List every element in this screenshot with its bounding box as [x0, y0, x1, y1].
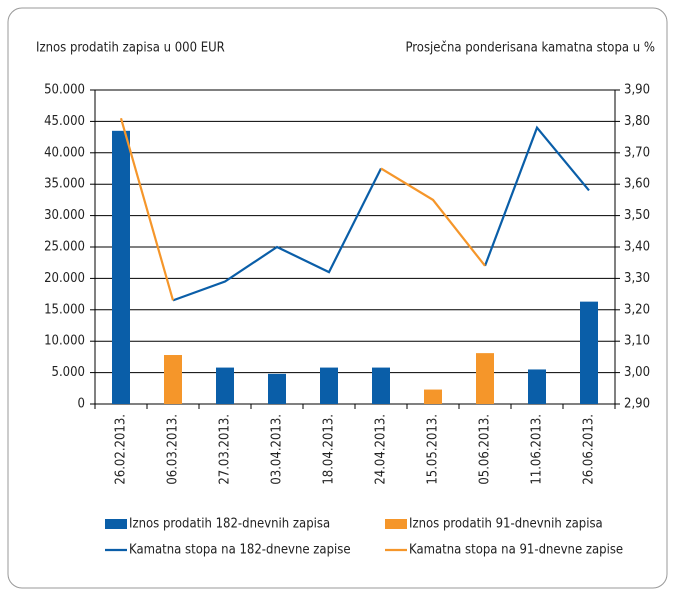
- y-tick-label: 10.000: [44, 334, 85, 349]
- legend-label: Iznos prodatih 91-dnevnih zapisa: [409, 517, 603, 532]
- x-tick-label: 24.04.2013.: [374, 414, 389, 485]
- x-tick-label: 18.04.2013.: [322, 414, 337, 485]
- y-tick-label: 50.000: [44, 83, 85, 98]
- y-axis-label: Iznos prodatih zapisa u 000 EUR: [36, 41, 225, 56]
- legend-label: Kamatna stopa na 91-dnevne zapise: [409, 543, 623, 558]
- y-tick-label: 20.000: [44, 271, 85, 286]
- bar: [112, 130, 130, 404]
- legend-label: Iznos prodatih 182-dnevnih zapisa: [129, 517, 330, 532]
- y2-tick-label: 3,80: [624, 114, 650, 129]
- bar: [216, 367, 234, 404]
- bar: [268, 373, 286, 404]
- y2-tick-label: 3,20: [624, 302, 650, 317]
- bar: [424, 389, 442, 404]
- x-tick-label: 06.03.2013.: [166, 414, 181, 485]
- x-tick-label: 11.06.2013.: [530, 414, 545, 485]
- y-tick-label: 5.000: [52, 365, 85, 380]
- y2-tick-label: 3,50: [624, 208, 650, 223]
- y2-tick-label: 3,00: [624, 365, 650, 380]
- x-tick-label: 26.06.2013.: [582, 414, 597, 485]
- bar: [476, 353, 494, 404]
- legend-swatch: [105, 519, 127, 529]
- bar: [372, 367, 390, 404]
- bar: [528, 369, 546, 404]
- bar: [164, 355, 182, 404]
- line: [172, 125, 590, 302]
- y2-tick-label: 3,60: [624, 177, 650, 192]
- bar: [320, 367, 338, 404]
- y2-tick-label: 3,90: [624, 83, 650, 98]
- x-tick-label: 15.05.2013.: [426, 414, 441, 485]
- y2-tick-label: 3,30: [624, 271, 650, 286]
- line: [119, 117, 486, 301]
- y2-tick-label: 3,40: [624, 240, 650, 255]
- y-tick-label: 25.000: [44, 240, 85, 255]
- frame: [7, 7, 668, 589]
- legend-label: Kamatna stopa na 182-dnevne zapise: [129, 543, 351, 558]
- y2-tick-label: 3,70: [624, 145, 650, 160]
- y-tick-label: 35.000: [44, 177, 85, 192]
- y2-axis-label: Prosječna ponderisana kamatna stopa u %: [405, 41, 655, 56]
- y2-tick-label: 3,10: [624, 334, 650, 349]
- y-tick-label: 45.000: [44, 114, 85, 129]
- y-tick-label: 40.000: [44, 145, 85, 160]
- x-tick-label: 27.03.2013.: [218, 414, 233, 485]
- x-tick-label: 26.02.2013.: [114, 414, 129, 485]
- x-tick-label: 05.06.2013.: [478, 414, 493, 485]
- y-tick-label: 15.000: [44, 302, 85, 317]
- y-tick-label: 0: [78, 397, 85, 412]
- x-tick-label: 03.04.2013.: [270, 414, 285, 485]
- bar: [580, 301, 598, 404]
- legend-swatch: [385, 519, 407, 529]
- y-tick-label: 30.000: [44, 208, 85, 223]
- y2-tick-label: 2,90: [624, 397, 650, 412]
